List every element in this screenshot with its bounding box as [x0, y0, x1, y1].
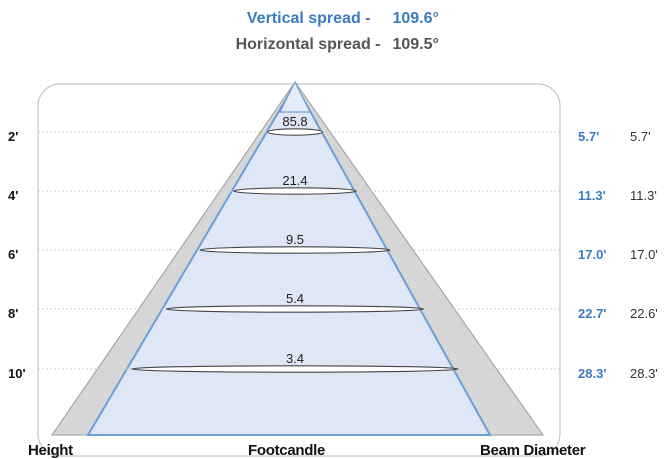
- beam-cross-section: [266, 128, 324, 136]
- beam-diameter-vertical: 11.3': [578, 188, 606, 203]
- beam-diameter-vertical: 5.7': [578, 129, 600, 144]
- vertical-spread-value: 109.6°: [392, 10, 439, 27]
- footcandle-axis-label: Footcandle: [248, 442, 326, 459]
- height-value: 8': [8, 306, 19, 321]
- beam-diameter-vertical: 17.0': [578, 247, 607, 262]
- beam-cross-section: [199, 246, 391, 254]
- beam-diameter-horizontal: 11.3': [630, 188, 657, 203]
- height-value: 6': [8, 247, 19, 262]
- footcandle-value: 9.5: [285, 232, 305, 247]
- beam-diameter-horizontal: 17.0': [630, 247, 658, 262]
- beam-diameter-vertical: 28.3': [578, 366, 607, 381]
- beam-cross-section: [233, 187, 357, 195]
- fixture-apex: [279, 80, 311, 113]
- height-value: 10': [8, 366, 26, 381]
- footcandle-value: 21.4: [282, 173, 308, 188]
- vertical-spread: Vertical spread - 109.6°: [0, 10, 668, 28]
- footcandle-value: 5.4: [285, 291, 305, 306]
- horizontal-spread-label: Horizontal spread -: [235, 36, 381, 53]
- vertical-spread-label: Vertical spread -: [246, 10, 371, 27]
- height-axis-label: Height: [28, 442, 73, 459]
- horizontal-spread: Horizontal spread - 109.5°: [0, 36, 668, 54]
- height-value: 2': [8, 129, 19, 144]
- beam-diameter-horizontal: 28.3': [630, 366, 658, 381]
- footcandle-value: 3.4: [285, 351, 305, 366]
- beam-diameter-vertical: 22.7': [578, 306, 607, 321]
- footcandle-value: 85.8: [282, 114, 308, 129]
- beam-cone: [86, 81, 492, 436]
- height-value: 4': [8, 188, 19, 203]
- beam-cross-section: [165, 305, 425, 313]
- beam-cross-section: [131, 365, 459, 373]
- horizontal-spread-value: 109.5°: [392, 36, 439, 53]
- beam-diameter-horizontal: 5.7': [630, 129, 651, 144]
- beam-diameter-axis-label: Beam Diameter: [480, 442, 586, 459]
- beam-diameter-horizontal: 22.6': [630, 306, 658, 321]
